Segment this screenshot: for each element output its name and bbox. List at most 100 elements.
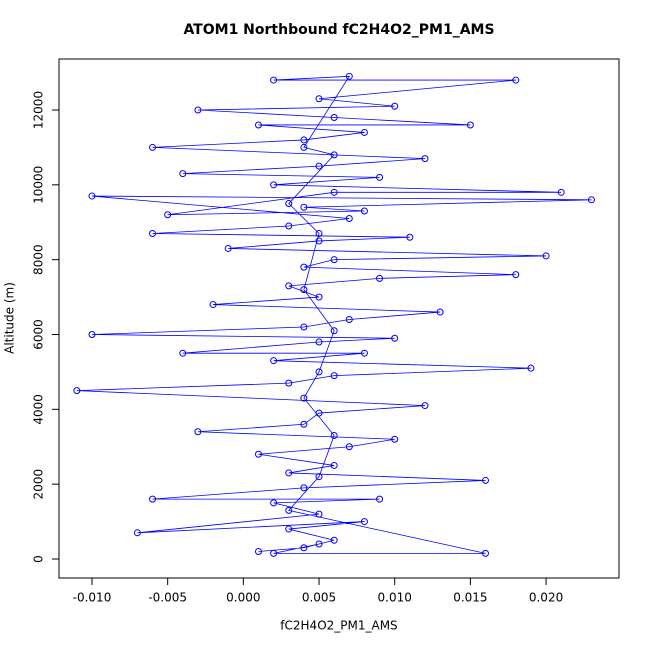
plot-frame <box>58 58 620 579</box>
y-tick-label: 6000 <box>32 319 46 350</box>
data-point <box>376 495 384 503</box>
data-point <box>315 409 323 417</box>
y-tick-label: 0 <box>32 555 46 563</box>
data-point <box>300 323 308 331</box>
data-point <box>315 368 323 376</box>
data-point <box>285 525 293 533</box>
data-point <box>315 510 323 518</box>
x-tick-label: -0.010 <box>73 591 112 605</box>
data-point <box>300 263 308 271</box>
data-point <box>300 484 308 492</box>
data-point <box>360 349 368 357</box>
data-point <box>133 529 141 537</box>
data-point <box>270 76 278 84</box>
data-point <box>345 72 353 80</box>
data-point <box>270 357 278 365</box>
data-point <box>209 301 217 309</box>
x-tick-label: 0.000 <box>226 591 260 605</box>
data-point <box>270 499 278 507</box>
data-point <box>149 229 157 237</box>
data-point <box>88 192 96 200</box>
data-point <box>254 121 262 129</box>
data-point <box>300 394 308 402</box>
data-point <box>179 349 187 357</box>
data-point <box>360 128 368 136</box>
data-point <box>88 330 96 338</box>
data-line <box>76 75 592 554</box>
data-point <box>149 143 157 151</box>
y-axis-label: Altitude (m) <box>3 282 17 354</box>
data-point <box>330 256 338 264</box>
data-point <box>224 244 232 252</box>
data-point <box>512 271 520 279</box>
data-point <box>557 188 565 196</box>
data-point <box>406 233 414 241</box>
y-tick-label: 8000 <box>32 244 46 275</box>
data-point <box>587 196 595 204</box>
chart-title: ATOM1 Northbound fC2H4O2_PM1_AMS <box>183 22 494 38</box>
data-point <box>194 106 202 114</box>
data-point <box>270 181 278 189</box>
data-point <box>391 102 399 110</box>
y-tick-label: 12000 <box>32 91 46 129</box>
x-tick-label: -0.005 <box>148 591 187 605</box>
data-point <box>436 308 444 316</box>
data-point <box>285 379 293 387</box>
data-point <box>466 121 474 129</box>
data-point <box>527 364 535 372</box>
y-tick-label: 2000 <box>32 469 46 500</box>
data-point <box>254 450 262 458</box>
data-point <box>164 211 172 219</box>
data-point <box>300 286 308 294</box>
data-point <box>330 372 338 380</box>
data-point <box>391 435 399 443</box>
data-point <box>330 113 338 121</box>
data-point <box>300 420 308 428</box>
data-point <box>421 402 429 410</box>
data-point <box>330 536 338 544</box>
data-point <box>482 476 490 484</box>
data-point <box>315 293 323 301</box>
data-point <box>300 203 308 211</box>
data-point <box>285 506 293 514</box>
x-axis-label: fC2H4O2_PM1_AMS <box>280 619 397 633</box>
data-point <box>391 334 399 342</box>
data-point <box>330 188 338 196</box>
data-point <box>285 222 293 230</box>
x-tick-label: 0.005 <box>302 591 336 605</box>
data-point <box>300 544 308 552</box>
data-point <box>315 229 323 237</box>
x-tick-label: 0.020 <box>529 591 563 605</box>
data-point <box>315 473 323 481</box>
data-point <box>300 143 308 151</box>
data-point <box>482 549 490 557</box>
data-point <box>360 207 368 215</box>
data-point <box>270 549 278 557</box>
data-point <box>330 151 338 159</box>
data-point <box>330 327 338 335</box>
data-point <box>194 428 202 436</box>
x-tick-label: 0.015 <box>453 591 487 605</box>
data-point <box>376 274 384 282</box>
data-point <box>285 282 293 290</box>
x-tick-label: 0.010 <box>378 591 412 605</box>
data-point <box>73 387 81 395</box>
data-point <box>315 540 323 548</box>
data-point <box>512 76 520 84</box>
y-tick-label: 4000 <box>32 394 46 425</box>
data-point <box>360 518 368 526</box>
data-point <box>376 173 384 181</box>
data-point <box>315 95 323 103</box>
y-tick-label: 10000 <box>32 166 46 204</box>
data-point <box>179 170 187 178</box>
data-point <box>254 548 262 556</box>
data-point <box>330 461 338 469</box>
data-point <box>345 316 353 324</box>
data-point <box>300 136 308 144</box>
data-point <box>315 162 323 170</box>
data-point <box>421 155 429 163</box>
data-point <box>285 200 293 208</box>
data-point <box>285 469 293 477</box>
